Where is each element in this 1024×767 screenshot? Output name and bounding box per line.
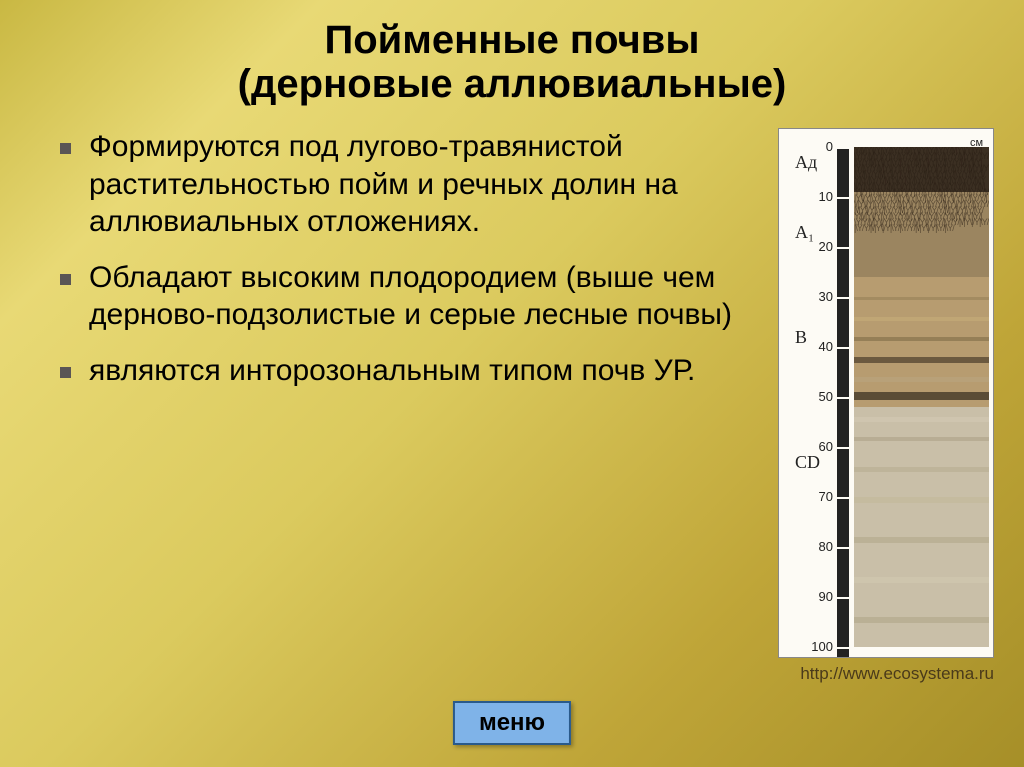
striation-line xyxy=(854,357,989,363)
soil-profile-box: см Y/|\/|Y\|/Y|\Y/|\Y/Y/|\/|Y\|/Y|\Y/|\Y… xyxy=(778,128,994,684)
ruler-tick-label: 90 xyxy=(805,589,833,604)
ruler-tick-mark xyxy=(837,197,849,199)
bullet-item: Обладают высоким плодородием (выше чем д… xyxy=(60,259,766,334)
ruler-tick-mark xyxy=(837,547,849,549)
ruler-tick-mark xyxy=(837,647,849,649)
bullet-marker-icon xyxy=(60,143,71,154)
ruler-tick-mark xyxy=(837,597,849,599)
content-area: Формируются под лугово-травянистой расти… xyxy=(0,114,1024,684)
striation-line xyxy=(854,392,989,400)
ruler-tick-mark xyxy=(837,397,849,399)
bullet-item: Формируются под лугово-травянистой расти… xyxy=(60,128,766,241)
bullet-list: Формируются под лугово-травянистой расти… xyxy=(60,128,778,684)
depth-ruler: 0102030405060708090100 xyxy=(837,147,849,657)
image-source-caption: http://www.ecosystema.ru xyxy=(778,664,994,684)
striation-line xyxy=(854,497,989,503)
ruler-tick-label: 50 xyxy=(805,389,833,404)
roots-texture: Y/|\/|Y\|/Y|\Y/|\Y/Y/|\/|Y\|/Y|\Y/|\Y/Y/… xyxy=(854,147,989,257)
bullet-marker-icon xyxy=(60,274,71,285)
menu-button[interactable]: меню xyxy=(453,701,571,745)
ruler-tick-mark xyxy=(837,447,849,449)
soil-profile-illustration: см Y/|\/|Y\|/Y|\Y/|\Y/Y/|\/|Y\|/Y|\Y/|\Y… xyxy=(778,128,994,658)
ruler-tick-mark xyxy=(837,247,849,249)
striation-line xyxy=(854,317,989,321)
ruler-tick-mark xyxy=(837,347,849,349)
striation-line xyxy=(854,377,989,382)
striation-line xyxy=(854,467,989,472)
title-line-2: (дерновые аллювиальные) xyxy=(40,62,984,106)
ruler-tick-label: 100 xyxy=(805,639,833,654)
ruler-tick-mark xyxy=(837,297,849,299)
ruler-tick-mark xyxy=(837,497,849,499)
slide-title: Пойменные почвы (дерновые аллювиальные) xyxy=(0,0,1024,114)
ruler-tick-label: 40 xyxy=(805,339,833,354)
striation-line xyxy=(854,437,989,441)
striation-line xyxy=(854,417,989,422)
horizon-label: A₁ xyxy=(795,222,814,243)
striation-line xyxy=(854,297,989,300)
bullet-text: являются инторозональным типом почв УР. xyxy=(89,352,695,390)
bullet-marker-icon xyxy=(60,367,71,378)
ruler-tick-label: 80 xyxy=(805,539,833,554)
striation-line xyxy=(854,537,989,543)
ruler-tick-label: 30 xyxy=(805,289,833,304)
ruler-tick-mark xyxy=(837,147,849,149)
striation-line xyxy=(854,337,989,341)
bullet-item: являются инторозональным типом почв УР. xyxy=(60,352,766,390)
soil-horizon xyxy=(854,407,989,647)
title-line-1: Пойменные почвы xyxy=(40,18,984,62)
bullet-text: Формируются под лугово-травянистой расти… xyxy=(89,128,766,241)
horizon-label: B xyxy=(795,327,807,348)
ruler-tick-label: 70 xyxy=(805,489,833,504)
striation-line xyxy=(854,617,989,623)
horizon-label: CD xyxy=(795,452,820,473)
bullet-text: Обладают высоким плодородием (выше чем д… xyxy=(89,259,766,334)
horizon-label: Aд xyxy=(795,152,817,173)
ruler-tick-label: 10 xyxy=(805,189,833,204)
striation-line xyxy=(854,577,989,583)
